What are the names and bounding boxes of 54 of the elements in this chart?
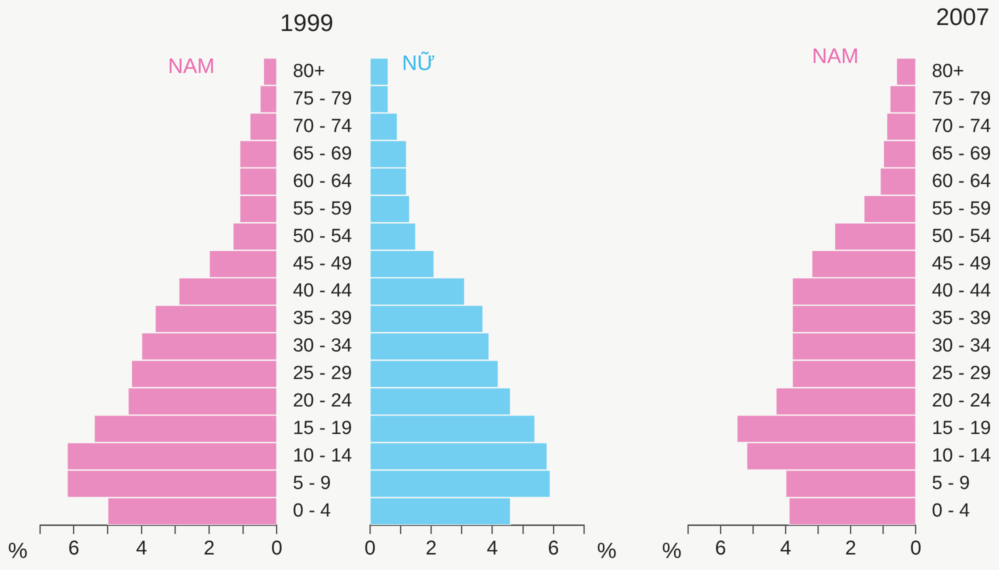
y-tick-label: 0 - 4 bbox=[932, 500, 970, 522]
y-tick-label: 0 - 4 bbox=[292, 500, 332, 522]
x-tick-label: 2 bbox=[845, 538, 856, 560]
x-tick-label: 4 bbox=[136, 538, 148, 560]
y-tick-label: 35 - 39 bbox=[292, 308, 352, 330]
y-tick-label: 30 - 34 bbox=[292, 336, 352, 357]
text: NAM bbox=[168, 55, 215, 79]
x-tick-label: 4 bbox=[780, 538, 792, 560]
y-tick-label: 35 - 39 bbox=[932, 308, 992, 330]
x-tick-label: 4 bbox=[486, 538, 498, 560]
y-tick-label: 25 - 29 bbox=[292, 363, 352, 384]
y-tick-label: 75 - 79 bbox=[292, 88, 352, 110]
y-tick-label: 40 - 44 bbox=[932, 280, 992, 302]
x-tick-label: 6 bbox=[714, 538, 726, 560]
y-tick-label: 50 - 54 bbox=[932, 226, 992, 247]
y-tick-label: 5 - 9 bbox=[932, 473, 970, 494]
y-tick-label: 80+ bbox=[932, 60, 964, 82]
y-tick-label: 65 - 69 bbox=[292, 143, 352, 164]
y-tick-label: 30 - 34 bbox=[932, 336, 992, 357]
y-tick-label: 5 - 9 bbox=[292, 473, 331, 494]
y-tick-label: 20 - 24 bbox=[292, 390, 352, 412]
x-axis-title: % bbox=[597, 538, 617, 564]
y-tick-label: 45 - 49 bbox=[292, 253, 352, 274]
y-tick-label: 75 - 79 bbox=[932, 88, 992, 110]
series-label: NAM bbox=[812, 45, 859, 69]
x-tick-label: 2 bbox=[204, 538, 215, 560]
chart-title: 1999 bbox=[280, 10, 334, 38]
y-tick-label: 80+ bbox=[292, 60, 326, 82]
y-tick-label: 10 - 14 bbox=[932, 446, 992, 467]
x-tick-label: 0 bbox=[910, 538, 922, 560]
chart-title: 2007 bbox=[936, 4, 990, 32]
x-tick-label: 6 bbox=[548, 538, 559, 560]
y-tick-label: 20 - 24 bbox=[932, 390, 992, 412]
y-tick-label: 55 - 59 bbox=[292, 198, 352, 220]
series-label: NỮ bbox=[402, 52, 436, 76]
x-axis-title: % bbox=[662, 538, 682, 564]
y-tick-label: 55 - 59 bbox=[932, 198, 992, 220]
x-tick-label: 0 bbox=[271, 538, 282, 560]
y-tick-label: 60 - 64 bbox=[932, 170, 992, 192]
y-tick-label: 70 - 74 bbox=[932, 116, 992, 137]
y-tick-label: 60 - 64 bbox=[292, 170, 352, 192]
y-tick-label: 25 - 29 bbox=[932, 363, 992, 384]
x-axis-title: % bbox=[8, 538, 28, 564]
y-tick-label: 45 - 49 bbox=[932, 253, 992, 274]
y-tick-label: 50 - 54 bbox=[292, 226, 352, 247]
x-tick-label: 6 bbox=[68, 538, 80, 560]
y-tick-label: 70 - 74 bbox=[292, 116, 352, 137]
x-tick-label: 2 bbox=[426, 538, 437, 560]
y-tick-label: 15 - 19 bbox=[292, 418, 352, 440]
x-tick-label: 0 bbox=[364, 538, 376, 560]
y-tick-label: 65 - 69 bbox=[932, 143, 992, 164]
y-tick-label: 10 - 14 bbox=[292, 446, 352, 467]
y-tick-label: 40 - 44 bbox=[292, 280, 352, 302]
y-tick-label: 15 - 19 bbox=[932, 418, 992, 440]
